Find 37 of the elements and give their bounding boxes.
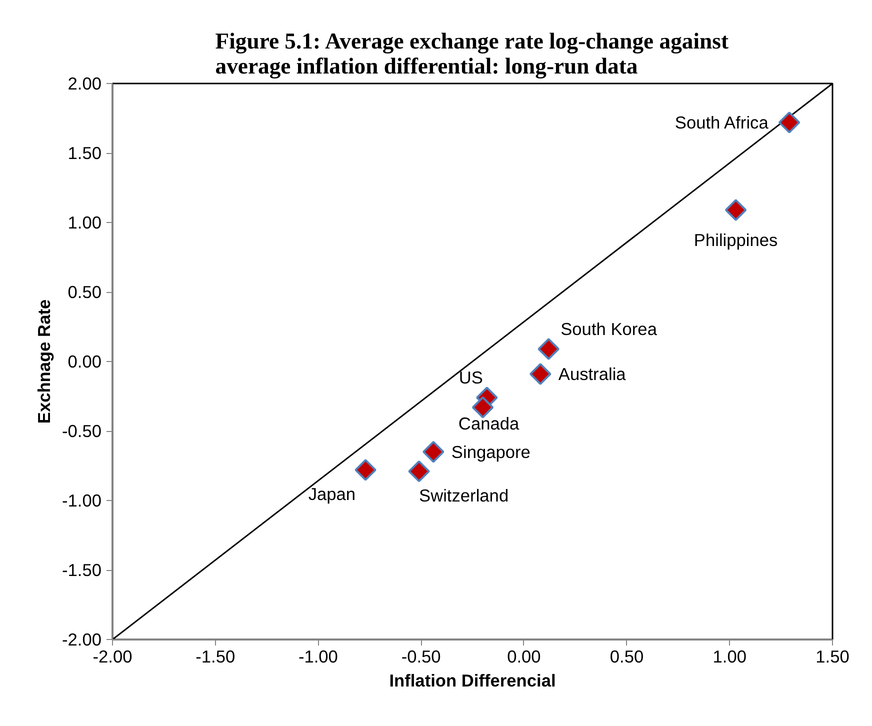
- annotation: Switzerland: [419, 485, 509, 506]
- x-tick-label: 0.50: [610, 646, 644, 666]
- annotation: South Africa: [674, 112, 769, 132]
- point: [538, 338, 560, 360]
- y-tick-label: -1.50: [62, 560, 102, 580]
- annotation: Japan: [308, 484, 356, 504]
- y-tick-label: -0.50: [62, 421, 102, 441]
- y-tick-label: 2.00: [68, 74, 102, 94]
- point: [472, 396, 494, 418]
- annotation: Philippines: [694, 230, 778, 250]
- y-tick-label: 1.00: [68, 212, 102, 232]
- point: [408, 460, 430, 482]
- x-axis-title: Inflation Differencial: [389, 670, 556, 690]
- annotation: US: [458, 368, 483, 388]
- y-tick-label: -2.00: [62, 630, 102, 650]
- y-axis-title: Exchnage Rate: [34, 299, 54, 424]
- point: [529, 363, 552, 385]
- x-tick-label: 0.00: [507, 646, 541, 666]
- point: [778, 112, 800, 134]
- y-tick-label: 1.50: [68, 143, 102, 163]
- y-tick-label: 0.00: [68, 352, 102, 372]
- x-tick-label: -1.00: [298, 646, 338, 666]
- chart-title: Figure 5.1: Average exchange rate log-change against average inflation differential: long-run data: [215, 28, 729, 78]
- annotation: Australia: [558, 364, 626, 384]
- point: [422, 440, 444, 463]
- annotation: South Korea: [560, 318, 658, 339]
- annotation: Singapore: [451, 442, 530, 462]
- x-tick-label: -1.50: [196, 646, 236, 666]
- x-tick-label: -0.50: [401, 646, 441, 666]
- x-tick-label: 1.00: [712, 646, 747, 666]
- x-tick-label: 1.50: [816, 646, 850, 666]
- annotation: Canada: [458, 413, 520, 434]
- point: [724, 199, 747, 221]
- x-tick-label: -2.00: [92, 646, 132, 666]
- y-tick-label: -1.00: [62, 490, 102, 510]
- point: [354, 459, 376, 481]
- y-tick-label: 0.50: [68, 282, 102, 302]
